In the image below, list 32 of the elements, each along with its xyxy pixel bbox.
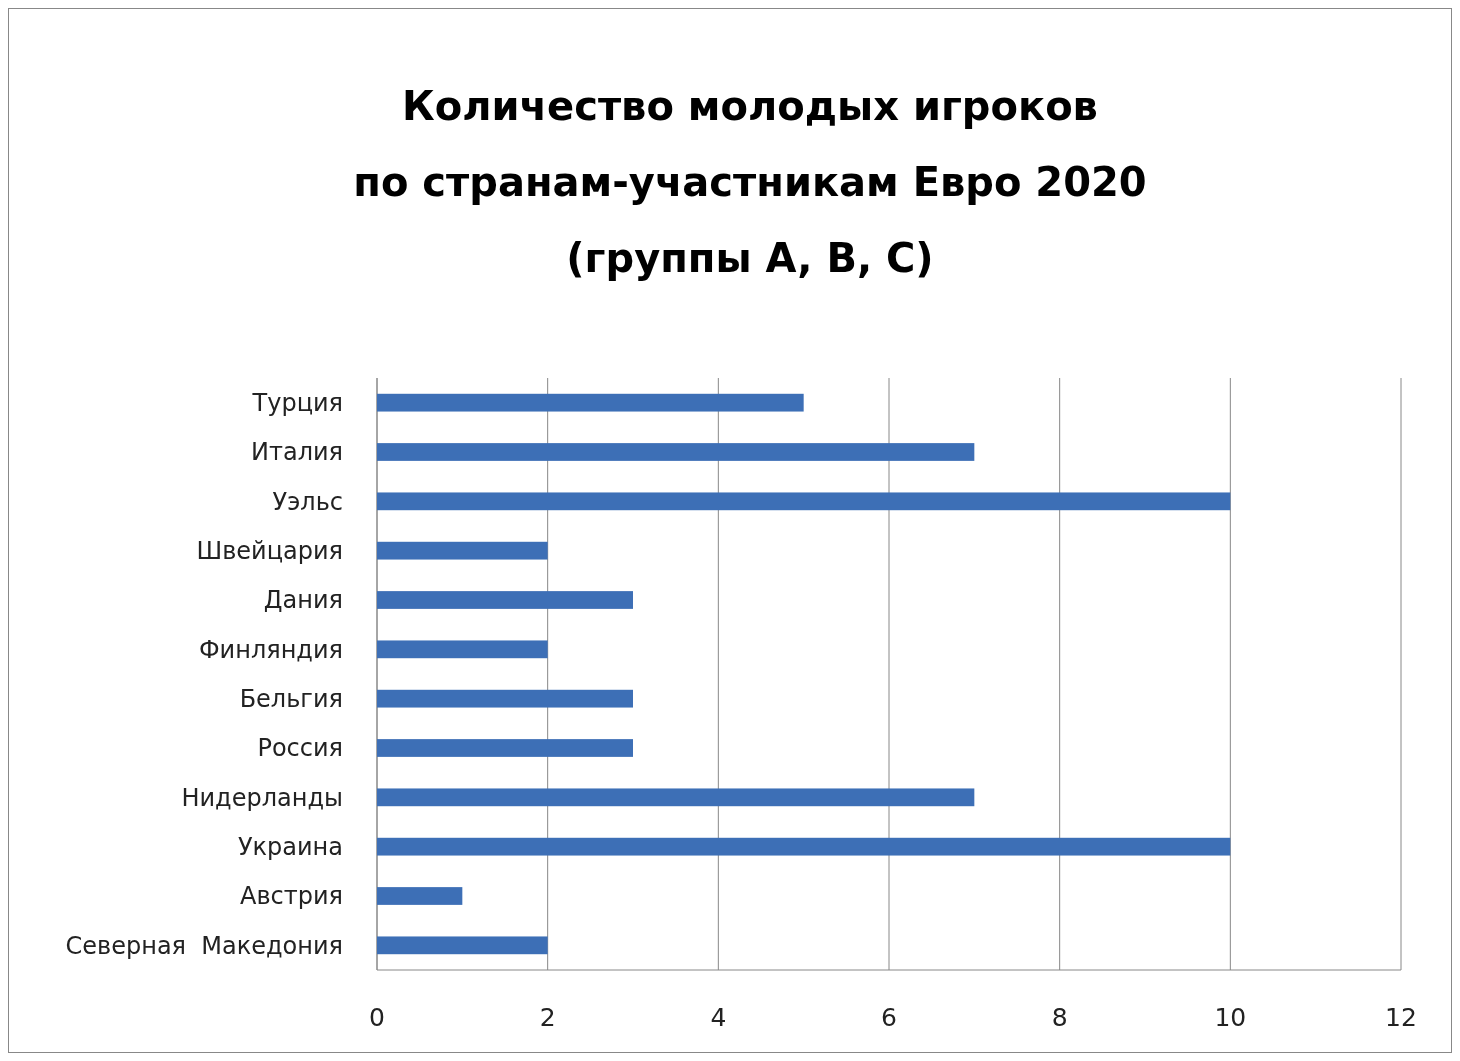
x-tick-label: 0 (369, 1003, 385, 1032)
x-tick-label: 10 (1214, 1003, 1247, 1032)
y-tick-label: Нидерланды (181, 783, 343, 812)
y-tick-label: Северная Македония (65, 931, 343, 960)
y-tick-label: Россия (257, 734, 343, 763)
x-tick-label: 8 (1051, 1003, 1068, 1032)
y-tick-label: Швейцария (196, 537, 343, 566)
x-tick-label: 2 (539, 1003, 556, 1032)
bar (377, 393, 804, 412)
y-tick-label: Уэльс (272, 487, 343, 516)
bar (377, 591, 633, 609)
bar (377, 492, 1231, 511)
y-tick-label: Бельгия (239, 685, 343, 714)
bar (377, 887, 463, 905)
bar (377, 443, 975, 461)
bar (377, 739, 633, 757)
bar (377, 837, 1231, 856)
y-tick-label: Италия (250, 438, 343, 467)
bar (377, 541, 548, 560)
bar (377, 689, 633, 708)
x-tick-label: 12 (1385, 1003, 1417, 1032)
y-tick-label: Финляндия (198, 635, 343, 664)
bar (377, 936, 548, 955)
y-tick-label: Турция (251, 389, 343, 418)
y-tick-label: Австрия (239, 882, 343, 911)
bar (377, 788, 975, 807)
chart-title: Количество молодых игроков по странам-участникам Евро 2020 (группы A, B, C) (353, 83, 1147, 281)
bar (377, 640, 548, 659)
x-tick-label: 4 (710, 1003, 727, 1032)
y-tick-label: Дания (263, 586, 343, 615)
x-tick-label: 6 (881, 1003, 897, 1032)
y-tick-label: Украина (237, 833, 343, 862)
